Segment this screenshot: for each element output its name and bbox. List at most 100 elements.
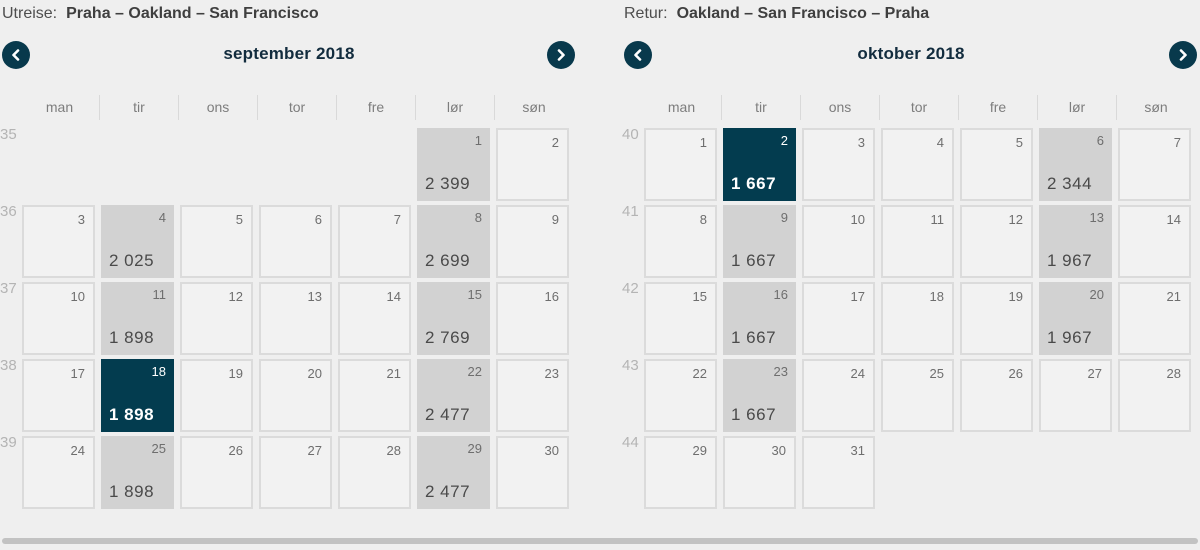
day-number: 6: [1096, 133, 1104, 148]
week-row: 37 10 11 1 898 12 13 14 15 2 769 16: [0, 280, 578, 355]
day-number: 26: [1008, 366, 1023, 381]
week-row: 40 1 2 1 667 3 4 5 6 2 344 7: [622, 126, 1200, 201]
day-number: 11: [152, 287, 167, 302]
day-number: 22: [692, 366, 707, 381]
fare-price: 2 477: [425, 482, 471, 501]
day-cell: 16: [496, 282, 569, 355]
day-cell: 21: [338, 359, 411, 432]
day-cell[interactable]: 29 2 477: [417, 436, 490, 509]
day-cell: 6: [259, 205, 332, 278]
day-number: 23: [544, 366, 559, 381]
horizontal-scrollbar[interactable]: [2, 538, 1198, 544]
fare-price: 2 025: [109, 251, 155, 270]
day-cell: 24: [22, 436, 95, 509]
day-cell[interactable]: 25 1 898: [101, 436, 174, 509]
day-number: 1: [474, 133, 482, 148]
weekday-label: ons: [800, 95, 879, 120]
weekday-label: søn: [1116, 95, 1195, 120]
return-calendar: Retur: Oakland – San Francisco – Praha ok…: [622, 0, 1200, 550]
previous-month-button[interactable]: [624, 41, 652, 69]
weekday-header-row: man tir ons tor fre lør søn: [642, 95, 1195, 120]
day-number: 3: [77, 212, 85, 227]
day-number: 30: [544, 443, 559, 458]
route-text: Praha – Oakland – San Francisco: [66, 5, 319, 22]
day-number: 13: [307, 289, 322, 304]
day-number: 5: [235, 212, 243, 227]
week-row: 42 15 16 1 667 17 18 19 20 1 967 21: [622, 280, 1200, 355]
day-number: 18: [929, 289, 944, 304]
day-number: 29: [467, 441, 482, 456]
day-number: 3: [857, 135, 865, 150]
day-cell[interactable]: 16 1 667: [723, 282, 796, 355]
day-number: 17: [70, 366, 85, 381]
day-cell: 28: [1118, 359, 1191, 432]
day-number: 14: [1166, 212, 1181, 227]
day-cell: 18: [881, 282, 954, 355]
chevron-right-icon: [1177, 49, 1189, 61]
day-number: 10: [70, 289, 85, 304]
day-number: 9: [551, 212, 559, 227]
day-cell[interactable]: 8 2 699: [417, 205, 490, 278]
return-month-nav: oktober 2018: [622, 41, 1200, 69]
fare-price: 2 769: [425, 328, 471, 347]
day-number: 4: [936, 135, 944, 150]
week-number: 35: [0, 126, 17, 143]
day-number: 26: [228, 443, 243, 458]
week-row: 44 29 30 31: [622, 434, 1200, 509]
fare-price: 2 344: [1047, 174, 1093, 193]
chevron-left-icon: [10, 49, 22, 61]
day-number: 21: [386, 366, 401, 381]
next-month-button[interactable]: [1169, 41, 1197, 69]
day-cell: 10: [802, 205, 875, 278]
day-cell[interactable]: 9 1 667: [723, 205, 796, 278]
day-cell[interactable]: 11 1 898: [101, 282, 174, 355]
weekday-label: ons: [178, 95, 257, 120]
fare-price: 2 477: [425, 405, 471, 424]
day-number: 20: [307, 366, 322, 381]
day-number: 8: [474, 210, 482, 225]
day-cell: 13: [259, 282, 332, 355]
day-cell[interactable]: 4 2 025: [101, 205, 174, 278]
day-number: 18: [151, 364, 166, 379]
day-cell[interactable]: 20 1 967: [1039, 282, 1112, 355]
weekday-label: tir: [99, 95, 178, 120]
day-cell[interactable]: 23 1 667: [723, 359, 796, 432]
day-cell: 2: [496, 128, 569, 201]
day-cell[interactable]: 15 2 769: [417, 282, 490, 355]
weekday-label: fre: [958, 95, 1037, 120]
day-cell: 28: [338, 436, 411, 509]
day-cell: 29: [644, 436, 717, 509]
weekday-label: tor: [879, 95, 958, 120]
previous-month-button[interactable]: [2, 41, 30, 69]
day-number: 19: [1008, 289, 1023, 304]
day-number: 15: [692, 289, 707, 304]
fare-price: 1 898: [109, 482, 155, 501]
day-cell: 26: [960, 359, 1033, 432]
route-text: Oakland – San Francisco – Praha: [676, 5, 930, 22]
day-cell: 26: [180, 436, 253, 509]
day-cell-selected[interactable]: 18 1 898: [101, 359, 174, 432]
day-cell-selected[interactable]: 2 1 667: [723, 128, 796, 201]
day-number: 12: [1008, 212, 1023, 227]
day-number: 2: [780, 133, 788, 148]
day-number: 28: [386, 443, 401, 458]
day-number: 29: [692, 443, 707, 458]
day-number: 6: [314, 212, 322, 227]
day-cell: 20: [259, 359, 332, 432]
day-number: 27: [307, 443, 322, 458]
day-cell[interactable]: 1 2 399: [417, 128, 490, 201]
next-month-button[interactable]: [547, 41, 575, 69]
day-cell[interactable]: 13 1 967: [1039, 205, 1112, 278]
return-route-row: Retur: Oakland – San Francisco – Praha: [624, 5, 929, 23]
day-number: 16: [773, 287, 788, 302]
day-number: 5: [1015, 135, 1023, 150]
day-number: 11: [930, 212, 945, 227]
week-number: 43: [622, 357, 639, 374]
weekday-header-row: man tir ons tor fre lør søn: [20, 95, 573, 120]
day-number: 10: [850, 212, 865, 227]
fare-price: 1 667: [731, 251, 777, 270]
day-cell[interactable]: 6 2 344: [1039, 128, 1112, 201]
day-number: 15: [467, 287, 482, 302]
day-cell: 4: [881, 128, 954, 201]
day-cell[interactable]: 22 2 477: [417, 359, 490, 432]
